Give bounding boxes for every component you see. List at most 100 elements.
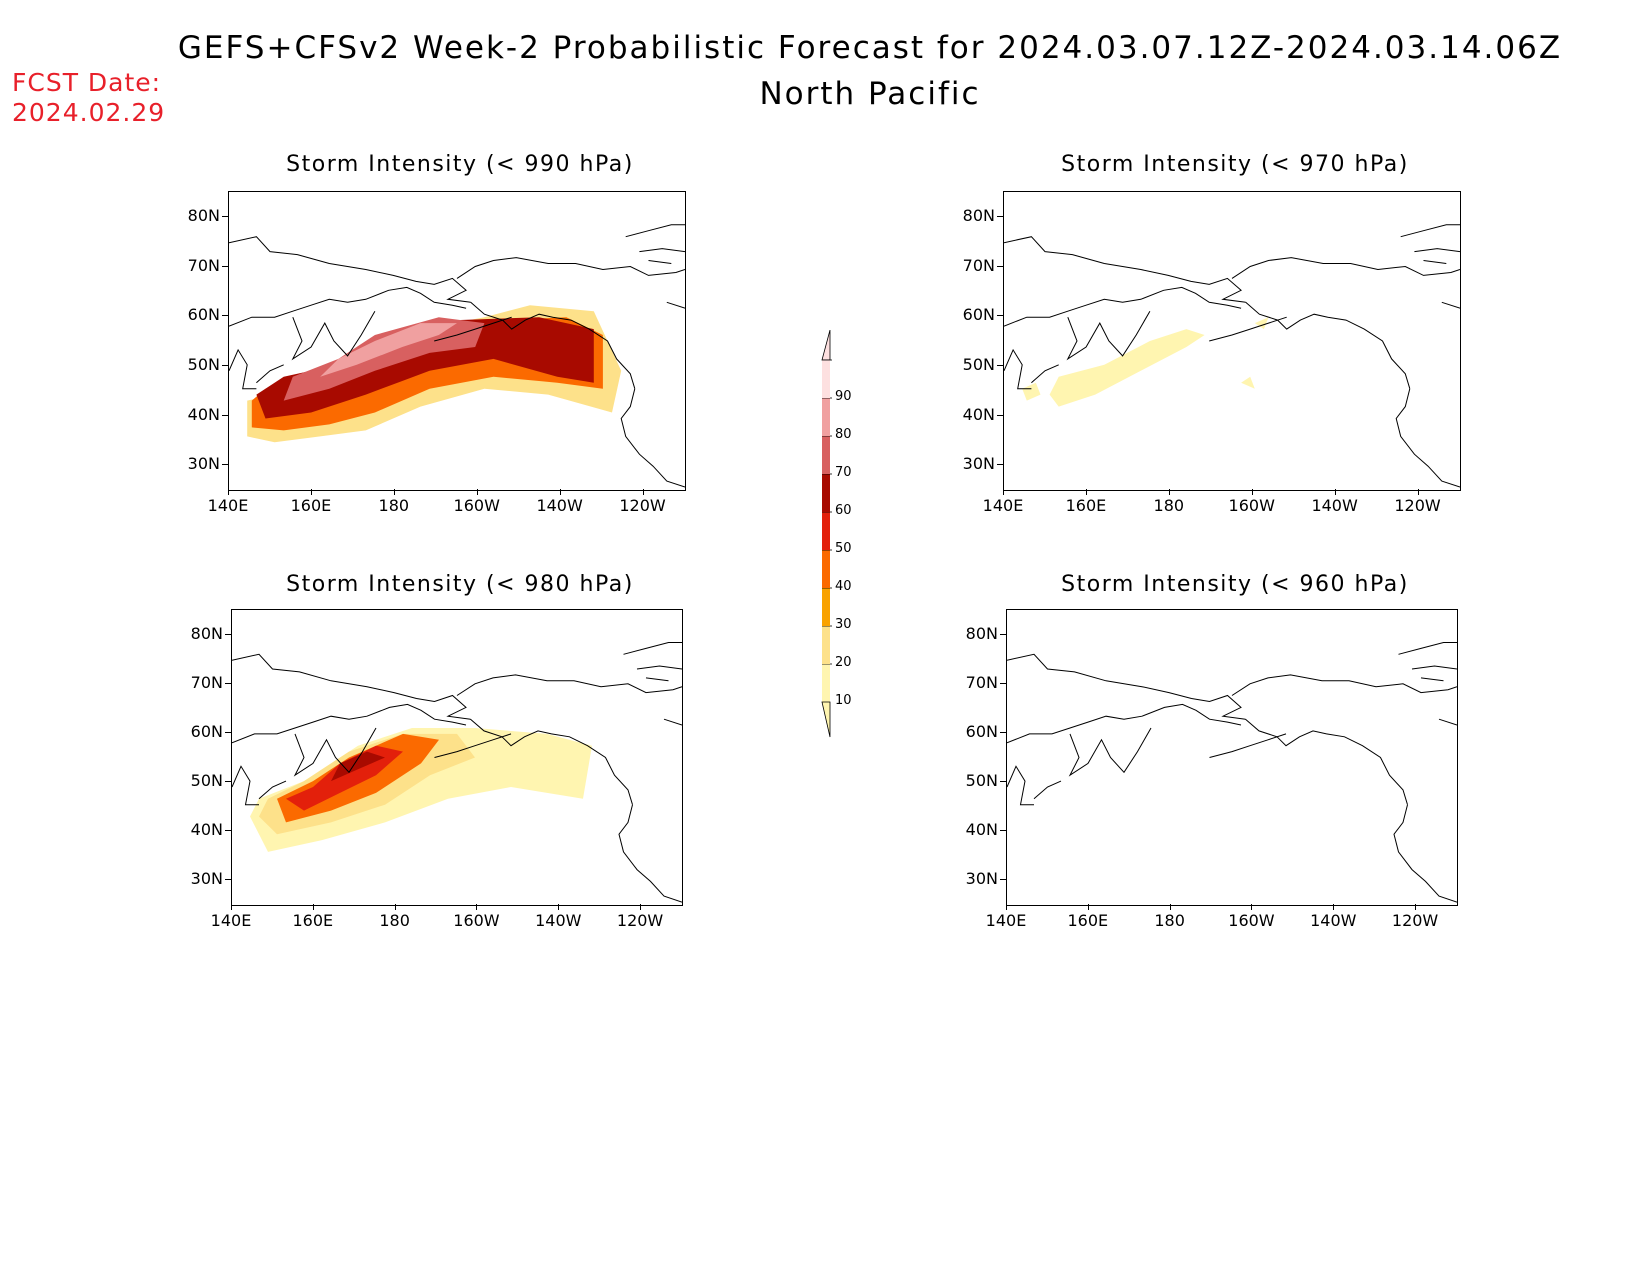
lat-tick-label: 40N bbox=[187, 404, 220, 424]
colorbar-label: 80 bbox=[835, 427, 852, 442]
panel-title-980: Storm Intensity (< 980 hPa) bbox=[286, 572, 634, 597]
probability-shading bbox=[1241, 376, 1255, 389]
coastline bbox=[1066, 310, 1151, 361]
lat-tick-label: 40N bbox=[190, 820, 223, 840]
coastline bbox=[1031, 364, 1059, 384]
fcst-date-value: 2024.02.29 bbox=[12, 98, 166, 127]
lat-tick-mark bbox=[225, 731, 231, 733]
colorbar-top-cap bbox=[821, 330, 831, 361]
lat-tick-mark bbox=[1000, 731, 1006, 733]
coastline bbox=[625, 224, 685, 238]
coastline bbox=[1393, 804, 1457, 903]
lat-tick-label: 50N bbox=[965, 771, 998, 791]
lat-tick-mark bbox=[225, 830, 231, 832]
lat-tick-label: 30N bbox=[962, 454, 995, 474]
lon-tick-mark bbox=[1334, 489, 1336, 495]
colorbar-label: 20 bbox=[835, 655, 852, 670]
lon-tick-mark bbox=[642, 489, 644, 495]
lon-tick-mark bbox=[310, 489, 312, 495]
lat-tick-label: 80N bbox=[962, 205, 995, 225]
lon-tick-mark bbox=[394, 904, 396, 910]
map-panel-970 bbox=[1003, 191, 1461, 491]
coastline bbox=[1007, 765, 1034, 806]
colorbar-swatch bbox=[822, 436, 830, 474]
colorbar-label: 60 bbox=[835, 503, 852, 518]
coastline bbox=[1400, 224, 1460, 238]
lat-tick-label: 80N bbox=[187, 205, 220, 225]
probability-shading bbox=[250, 728, 592, 852]
lon-tick-label: 160E bbox=[292, 911, 334, 930]
probability-shading bbox=[256, 317, 594, 419]
lon-tick-mark bbox=[1003, 489, 1004, 495]
colorbar-swatch bbox=[822, 398, 830, 436]
colorbar-swatch bbox=[822, 512, 830, 550]
colorbar-swatch bbox=[822, 664, 830, 702]
lon-tick-mark bbox=[476, 904, 478, 910]
lat-tick-label: 40N bbox=[965, 820, 998, 840]
lon-tick-label: 140W bbox=[535, 911, 582, 930]
lon-tick-mark bbox=[1006, 904, 1007, 910]
lon-tick-label: 160W bbox=[1228, 496, 1275, 515]
lat-tick-mark bbox=[225, 682, 231, 684]
coastline bbox=[645, 677, 669, 682]
lon-tick-mark bbox=[1415, 904, 1417, 910]
map-canvas bbox=[229, 224, 685, 488]
lon-tick-label: 140E bbox=[207, 496, 249, 515]
lon-tick-label: 160W bbox=[1228, 911, 1275, 930]
lat-tick-label: 70N bbox=[962, 255, 995, 275]
lat-tick-mark bbox=[222, 315, 228, 317]
coastline bbox=[258, 780, 287, 800]
probability-shading bbox=[320, 323, 457, 377]
panel-title-990: Storm Intensity (< 990 hPa) bbox=[286, 152, 634, 177]
lon-tick-label: 120W bbox=[616, 911, 664, 930]
map-canvas bbox=[232, 642, 682, 903]
lon-tick-mark bbox=[1168, 489, 1170, 495]
lon-tick-label: 140W bbox=[1311, 496, 1358, 515]
lon-tick-mark bbox=[1085, 489, 1087, 495]
lat-tick-label: 30N bbox=[190, 869, 223, 889]
lon-tick-mark bbox=[476, 489, 478, 495]
lon-tick-mark bbox=[1333, 904, 1335, 910]
lon-tick-mark bbox=[1169, 904, 1171, 910]
lon-tick-label: 180 bbox=[379, 911, 410, 930]
coastline bbox=[639, 248, 685, 253]
region-subtitle: North Pacific bbox=[759, 76, 981, 112]
lat-tick-mark bbox=[225, 781, 231, 783]
map-panel-980 bbox=[231, 609, 683, 906]
panel-title-960: Storm Intensity (< 960 hPa) bbox=[1061, 572, 1409, 597]
colorbar-label: 90 bbox=[835, 389, 852, 404]
lat-tick-label: 60N bbox=[187, 305, 220, 325]
panel-title-970: Storm Intensity (< 970 hPa) bbox=[1061, 152, 1409, 177]
coastline bbox=[623, 642, 682, 655]
lat-tick-mark bbox=[997, 315, 1003, 317]
colorbar-bottom-cap bbox=[821, 701, 831, 738]
coastline bbox=[232, 765, 259, 806]
coastline bbox=[1004, 236, 1246, 303]
lat-tick-mark bbox=[1000, 830, 1006, 832]
coastline bbox=[434, 316, 512, 342]
colorbar-swatch bbox=[822, 626, 830, 664]
lat-tick-label: 80N bbox=[190, 623, 223, 643]
lon-tick-label: 180 bbox=[1154, 911, 1185, 930]
lon-tick-label: 160W bbox=[453, 496, 500, 515]
coastline bbox=[1007, 653, 1246, 720]
map-canvas bbox=[1004, 224, 1460, 488]
colorbar-label: 50 bbox=[835, 541, 852, 556]
coastline bbox=[229, 348, 257, 390]
lon-tick-mark bbox=[558, 904, 560, 910]
lat-tick-mark bbox=[222, 414, 228, 416]
lon-tick-label: 140W bbox=[1310, 911, 1357, 930]
coastline bbox=[1423, 260, 1447, 264]
coastline bbox=[1209, 733, 1287, 758]
colorbar-label: 10 bbox=[835, 693, 852, 708]
coastline bbox=[636, 665, 682, 670]
coastline bbox=[1245, 301, 1411, 389]
probability-shading bbox=[283, 317, 485, 401]
lon-tick-label: 160W bbox=[453, 911, 500, 930]
lon-tick-mark bbox=[231, 904, 232, 910]
lat-tick-mark bbox=[225, 879, 231, 881]
lon-tick-mark bbox=[393, 489, 395, 495]
lon-tick-mark bbox=[1251, 904, 1253, 910]
lat-tick-mark bbox=[1000, 879, 1006, 881]
coastline bbox=[1231, 257, 1460, 279]
